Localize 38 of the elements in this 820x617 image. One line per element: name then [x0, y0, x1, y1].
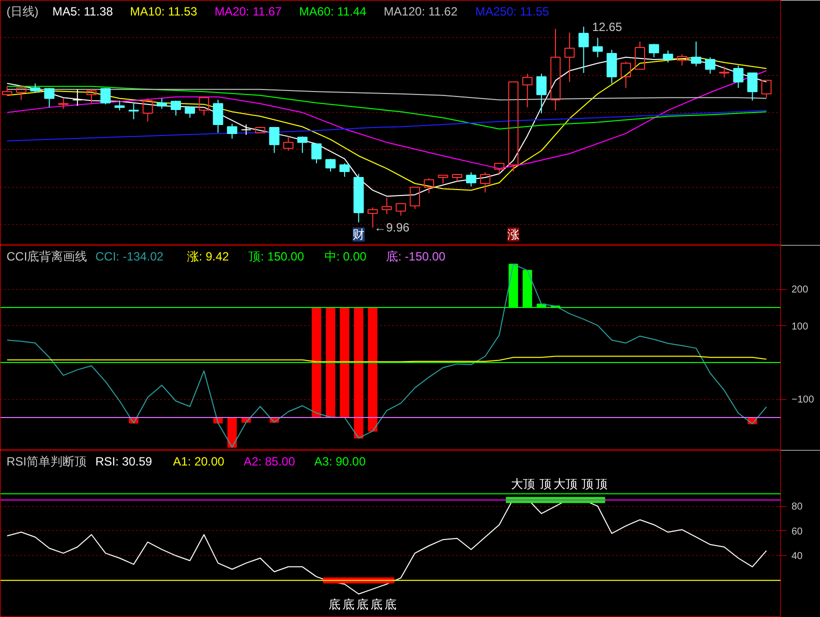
- ref-line-label: 顶: 150.00: [248, 250, 304, 264]
- y-tick-label: 200: [792, 284, 809, 296]
- text: MA250: 11.55: [475, 4, 550, 18]
- text: CCI: -134.02: [95, 250, 164, 264]
- text: 涨: 9.42: [186, 250, 230, 264]
- annotation: 12.65: [592, 20, 622, 34]
- text: MA20: 11.67: [214, 4, 282, 18]
- y-tick-label: 100: [792, 321, 809, 332]
- text: MA10: 11.53: [130, 4, 198, 18]
- chart-title: CCI底背离画线: [6, 250, 88, 264]
- ref-line-label: A2: 85.00: [244, 454, 296, 468]
- data-label: 底: [342, 597, 354, 612]
- y-tick-label: 60: [792, 526, 804, 538]
- annotation: ←9.96: [374, 220, 410, 235]
- data-label: 底: [384, 597, 397, 612]
- data-label: 底: [328, 597, 340, 612]
- text: RSI: 30.59: [95, 454, 152, 468]
- data-label: 大顶: [553, 476, 578, 491]
- ref-line-label: 底: -150.00: [386, 250, 446, 264]
- annotation: 涨: [507, 228, 520, 242]
- text: MA120: 11.62: [384, 4, 458, 18]
- text: MA60: 11.44: [299, 4, 367, 18]
- text: MA5: 11.38: [52, 4, 114, 18]
- ref-line-label: A3: 90.00: [314, 454, 366, 468]
- ref-line-label: 中: 0.00: [324, 250, 367, 264]
- y-tick-label: 80: [792, 502, 804, 513]
- ref-line-label: A1: 20.00: [172, 454, 225, 468]
- chart-title: (日线): [6, 4, 38, 18]
- data-label: 顶: [539, 476, 552, 491]
- data-label: 顶: [596, 476, 608, 491]
- chart-title: RSI简单判断顶: [6, 454, 87, 468]
- data-label: 底: [370, 597, 383, 612]
- annotation: 财: [352, 228, 365, 242]
- y-tick-label: −100: [792, 394, 814, 406]
- data-label: 顶: [582, 476, 594, 491]
- data-label: 大顶: [511, 476, 536, 491]
- data-label: 底: [356, 597, 369, 612]
- y-tick-label: 40: [792, 551, 804, 562]
